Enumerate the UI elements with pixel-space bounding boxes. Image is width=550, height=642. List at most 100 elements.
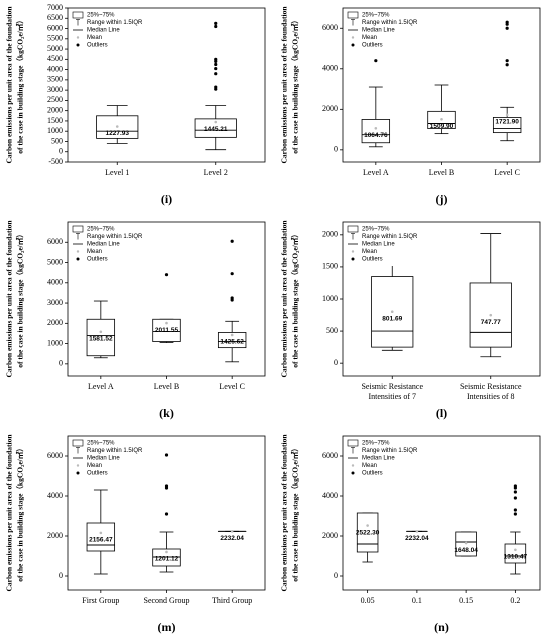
mean-label: 1227.93 — [106, 130, 130, 137]
y-tick-label: 1500 — [47, 116, 63, 125]
y-tick-label: 5500 — [47, 34, 63, 43]
box — [361, 119, 391, 144]
y-tick-label: 2000 — [47, 531, 63, 540]
y-tick-label: 0 — [334, 145, 338, 154]
x-tick-label: Level B — [154, 382, 180, 391]
legend-symbol — [76, 471, 80, 475]
x-tick-label: Level 2 — [204, 168, 228, 177]
panel-label: (j) — [436, 192, 448, 206]
mean-label: 1310.47 — [504, 554, 528, 561]
plot-frame — [67, 7, 266, 163]
outlier — [164, 453, 169, 457]
box — [86, 318, 116, 357]
x-tick-label: Level A — [363, 168, 389, 177]
box — [504, 543, 527, 564]
y-tick-label: 2000 — [322, 104, 338, 113]
y-tick-label: 1000 — [322, 294, 338, 303]
legend-label: 25%~75% — [87, 441, 115, 447]
legend-label: 25%~75% — [362, 227, 390, 233]
mean-point — [464, 541, 468, 545]
mean-label: 2522.30 — [356, 529, 380, 536]
y-tick-label: 2000 — [47, 318, 63, 327]
y-axis-label: Carbon emissions per unit area of the fo… — [5, 434, 14, 592]
legend-box — [72, 440, 142, 480]
box — [152, 548, 181, 567]
legend-label: Mean — [362, 35, 377, 41]
mean-point — [415, 530, 419, 533]
box — [86, 522, 116, 552]
panel-label: (i) — [161, 192, 172, 206]
x-tick-label: Level 1 — [105, 168, 129, 177]
panel-label: (k) — [159, 406, 174, 420]
mean-point — [165, 550, 168, 554]
y-tick-label: 6000 — [47, 237, 63, 246]
y-tick-label: 4000 — [322, 64, 338, 73]
legend-label: Mean — [362, 249, 377, 255]
legend-label: Range within 1.5IQR — [87, 448, 143, 454]
y-tick-label: 2500 — [47, 95, 63, 104]
legend-label: Median Line — [87, 456, 120, 462]
legend-label: Outliers — [362, 471, 383, 477]
y-tick-label: 0 — [59, 571, 63, 580]
legend-symbol — [351, 43, 355, 47]
legend-box — [347, 440, 417, 480]
y-tick-label: 5000 — [47, 44, 63, 53]
y-tick-label: 4000 — [322, 491, 338, 500]
outlier — [214, 72, 218, 76]
legend-label: Mean — [362, 463, 377, 469]
outlier — [513, 512, 517, 516]
mean-point — [230, 333, 234, 337]
legend-box — [72, 226, 142, 266]
y-tick-label: 3000 — [47, 298, 63, 307]
outlier — [214, 21, 218, 25]
legend-symbol — [347, 439, 359, 447]
outlier — [374, 59, 378, 63]
y-axis-label: Carbon emissions per unit area of the fo… — [5, 6, 14, 164]
mean-point — [99, 330, 103, 334]
y-tick-label: 4000 — [47, 64, 63, 73]
mean-point — [99, 531, 103, 535]
legend-label: Range within 1.5IQR — [362, 448, 418, 454]
outlier — [164, 512, 169, 516]
y-tick-label: 3500 — [47, 75, 63, 84]
y-tick-label: 0 — [59, 359, 63, 368]
x-tick-label: Seismic Resistance Intensities of 8 — [460, 382, 522, 401]
outlier — [505, 20, 509, 24]
mean-point — [115, 125, 119, 128]
legend-symbol — [76, 257, 80, 261]
mean-label: 1509.90 — [430, 123, 454, 130]
x-tick-label: First Group — [82, 596, 119, 605]
mean-label: 2156.47 — [89, 537, 113, 544]
y-tick-label: 0 — [59, 147, 63, 156]
panel-label: (l) — [436, 406, 447, 420]
outlier — [513, 490, 517, 494]
mean-label: 1425.62 — [220, 339, 244, 346]
legend-label: Outliers — [362, 257, 383, 263]
y-axis-label: of the case in building stage（kgCO₂e/㎡） — [15, 230, 25, 367]
legend-label: Median Line — [362, 242, 395, 248]
y-axis-label: Carbon emissions per unit area of the fo… — [5, 220, 14, 378]
mean-label: 1201.12 — [155, 556, 179, 563]
x-tick-label: Third Group — [212, 596, 252, 605]
legend-label: Mean — [87, 35, 102, 41]
y-tick-label: 6500 — [47, 13, 63, 22]
mean-label: 2011.55 — [155, 327, 179, 334]
outlier — [214, 85, 218, 89]
outlier — [505, 26, 509, 30]
y-tick-label: 2000 — [322, 230, 338, 239]
mean-point — [514, 548, 517, 552]
mean-label: 1445.21 — [204, 126, 228, 133]
outlier — [230, 272, 234, 276]
legend-symbol — [347, 11, 359, 19]
outlier — [164, 273, 169, 277]
legend-label: Median Line — [87, 242, 120, 248]
legend-label: 25%~75% — [87, 227, 115, 233]
mean-label: 2232.04 — [405, 535, 429, 542]
mean-label: 1064.76 — [364, 132, 388, 139]
mean-point — [374, 126, 378, 130]
legend-label: Mean — [87, 463, 102, 469]
y-tick-label: 2000 — [322, 531, 338, 540]
y-tick-label: 0 — [334, 358, 338, 367]
mean-label: 1721.90 — [495, 119, 519, 126]
y-tick-label: 7000 — [47, 3, 63, 12]
